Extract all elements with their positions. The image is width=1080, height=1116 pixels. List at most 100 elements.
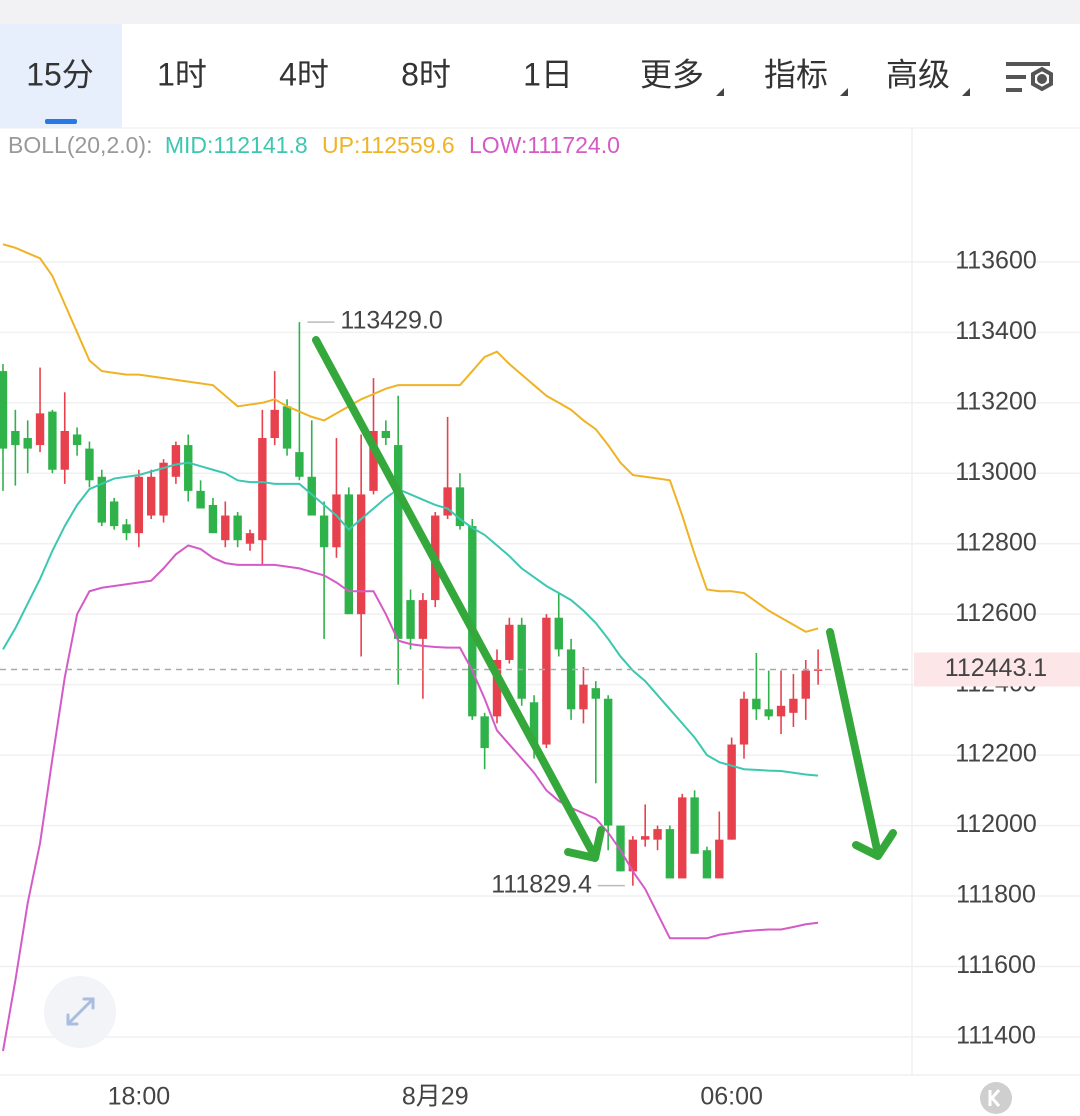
candle-body (641, 836, 650, 840)
candle-body (85, 448, 94, 481)
grid (0, 261, 1080, 1038)
candle-body (159, 462, 168, 516)
candle-body (517, 624, 526, 699)
candle-body (196, 490, 205, 509)
candle-body (221, 515, 230, 541)
candle-body (171, 445, 181, 477)
candle-body (394, 445, 403, 639)
indicator-legend: BOLL(20,2.0): MID:112141.8 UP:112559.6 L… (8, 132, 620, 158)
candle-body (295, 452, 304, 477)
candle-body (109, 501, 119, 527)
tab-dropdown-mark (716, 88, 724, 96)
drawn-arrows (312, 336, 897, 862)
tab[interactable]: 更多 (640, 56, 704, 92)
x-tick-label: 8月29 (402, 1083, 469, 1111)
candle-body (480, 716, 489, 749)
indicator-name: BOLL(20,2.0): (8, 132, 152, 158)
candle-body (443, 487, 452, 516)
annotation-label: 111829.4 (491, 870, 592, 898)
candle-body (184, 445, 193, 491)
candle-body (566, 649, 576, 710)
candle-body (208, 504, 218, 534)
candle-body (678, 797, 687, 879)
candle-body (356, 494, 366, 615)
expand-button[interactable] (44, 976, 116, 1048)
candle-body (97, 476, 106, 523)
y-tick-label: 112600 (955, 599, 1037, 627)
x-tick-label: 18:00 (108, 1083, 171, 1111)
y-tick-label: 111600 (956, 951, 1036, 979)
candle-body (270, 409, 279, 439)
kline-button[interactable] (980, 1082, 1012, 1114)
candle-body (492, 659, 502, 717)
candle-body (332, 494, 341, 548)
active-tab-underline (45, 119, 77, 124)
candle-body (245, 533, 255, 544)
candle-body (35, 413, 45, 446)
active-tab-bg (0, 24, 122, 128)
candle-body (122, 524, 131, 534)
y-tick-label: 112000 (955, 810, 1037, 838)
legend-mid: MID: (165, 132, 214, 158)
candle-body (579, 684, 588, 710)
current-price-label: 112443.1 (945, 654, 1047, 682)
legend-low-value: 111724.0 (527, 132, 620, 158)
tab[interactable]: 1时 (157, 56, 207, 92)
candle-body (319, 515, 329, 548)
tab-bar: 15分 1时 4时 8时 1日 更多 指标 高级 (26, 56, 970, 96)
legend-mid-value: 112141.8 (213, 132, 307, 158)
candle-body (727, 744, 736, 840)
candle-body (307, 476, 316, 516)
candle-body (369, 430, 378, 491)
settings-icon[interactable] (1006, 62, 1053, 92)
candle-body (147, 476, 156, 516)
tab[interactable]: 高级 (886, 56, 950, 92)
candle-body (739, 698, 749, 745)
candle-body (233, 515, 242, 541)
overlay: 1114001116001118001120001122001124001126… (0, 246, 1080, 1111)
legend-up: UP: (322, 132, 360, 158)
candle-body (282, 406, 292, 449)
candle-body (134, 476, 144, 534)
tab[interactable]: 15分 (26, 56, 94, 92)
boll-line (2, 461, 819, 777)
legend-low: LOW: (469, 132, 527, 158)
candle-body (48, 411, 57, 470)
y-tick-label: 112800 (955, 528, 1037, 556)
tab-dropdown-mark (962, 88, 970, 96)
candle-body (702, 850, 712, 879)
annotation-label: 113429.0 (340, 307, 442, 335)
tab[interactable]: 4时 (279, 56, 329, 92)
candle-body (665, 829, 675, 879)
legend-up-value: 112559.6 (360, 132, 454, 158)
candle-body (690, 797, 699, 854)
y-tick-label: 113000 (955, 458, 1037, 486)
status-strip (0, 0, 1080, 24)
y-tick-label: 111400 (956, 1022, 1036, 1050)
candle-body (72, 434, 82, 446)
candle-body (529, 702, 539, 745)
candle-body (789, 698, 798, 713)
tab[interactable]: 1日 (523, 56, 573, 92)
candle-body (776, 705, 786, 717)
candle-body (344, 494, 353, 615)
boll-line (2, 243, 819, 633)
candle-body (603, 698, 613, 826)
candle-body (418, 600, 428, 639)
candle-body (616, 825, 625, 872)
y-tick-label: 113400 (955, 317, 1037, 345)
candle-body (60, 430, 69, 470)
tab[interactable]: 指标 (764, 56, 828, 92)
candle-body (11, 430, 20, 446)
tab[interactable]: 8时 (401, 56, 451, 92)
candle-body (554, 617, 563, 650)
candle-body (752, 698, 761, 710)
candle-body (801, 670, 810, 699)
x-tick-label: 06:00 (700, 1083, 763, 1111)
y-tick-label: 113600 (955, 246, 1037, 274)
tab-dropdown-mark (840, 88, 848, 96)
y-tick-label: 111800 (956, 881, 1036, 909)
candle-body (258, 438, 267, 541)
y-tick-label: 112200 (955, 740, 1037, 768)
